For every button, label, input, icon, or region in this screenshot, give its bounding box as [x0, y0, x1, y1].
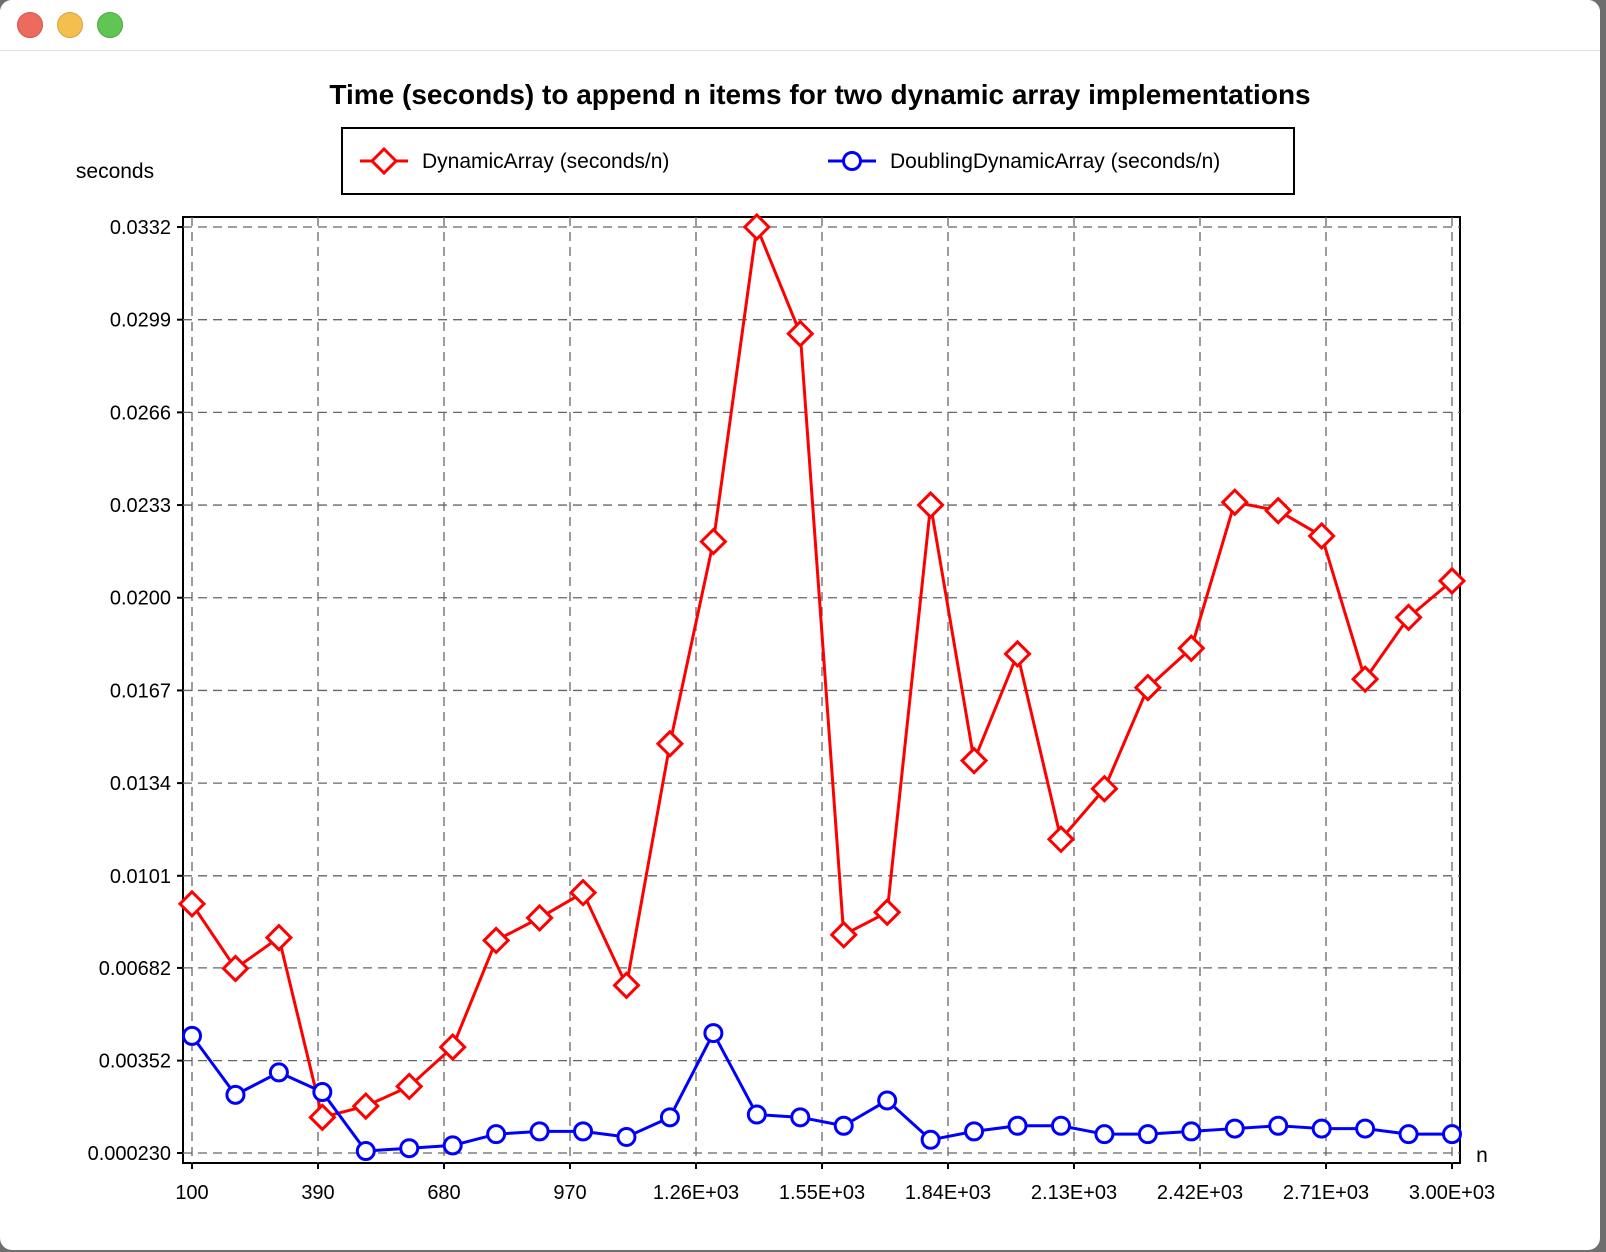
data-point-doubling-dynamic-array — [486, 1124, 507, 1145]
data-point-dynamic-array — [177, 889, 207, 918]
data-point-doubling-dynamic-array — [1442, 1124, 1462, 1145]
data-point-dynamic-array — [1220, 488, 1249, 517]
data-point-doubling-dynamic-array — [573, 1121, 594, 1142]
data-point-doubling-dynamic-array — [1398, 1124, 1419, 1145]
data-point-doubling-dynamic-array — [1268, 1115, 1289, 1136]
data-point-doubling-dynamic-array — [355, 1141, 376, 1162]
legend: DynamicArray (seconds/n) DoublingDynamicA… — [341, 127, 1295, 195]
data-point-dynamic-array — [829, 920, 858, 949]
x-tick-label: 2.13E+03 — [1031, 1182, 1117, 1204]
data-point-doubling-dynamic-array — [1181, 1121, 1202, 1142]
y-tick-label: 0.0266 — [110, 402, 171, 424]
data-point-dynamic-array — [525, 903, 554, 933]
data-point-doubling-dynamic-array — [1094, 1124, 1115, 1145]
data-point-dynamic-array — [264, 923, 294, 952]
data-point-dynamic-array — [786, 319, 815, 348]
data-point-doubling-dynamic-array — [616, 1126, 637, 1147]
x-tick-label: 1.84E+03 — [905, 1182, 991, 1204]
data-point-dynamic-array — [568, 878, 598, 907]
data-point-doubling-dynamic-array — [1007, 1115, 1028, 1136]
y-tick-label: 0.000230 — [88, 1143, 171, 1165]
legend-label-doubling-dynamic-array: DoublingDynamicArray (seconds/n) — [890, 150, 1220, 173]
data-point-dynamic-array — [612, 971, 641, 1000]
data-point-dynamic-array — [742, 212, 771, 242]
x-tick-label: 3.00E+03 — [1409, 1182, 1495, 1204]
legend-marker-dynamic-array — [369, 146, 399, 176]
data-point-doubling-dynamic-array — [182, 1025, 202, 1046]
y-tick-label: 0.00682 — [99, 958, 171, 980]
data-point-doubling-dynamic-array — [877, 1090, 898, 1111]
minimize-window-button[interactable] — [57, 12, 83, 38]
y-tick-label: 0.0332 — [110, 217, 171, 239]
x-tick-label: 1.55E+03 — [779, 1182, 865, 1204]
y-tick-label: 0.0233 — [110, 495, 171, 517]
x-tick-label: 2.71E+03 — [1283, 1182, 1369, 1204]
y-tick-label: 0.0200 — [110, 588, 171, 610]
data-point-doubling-dynamic-array — [920, 1129, 941, 1150]
data-point-doubling-dynamic-array — [964, 1121, 985, 1142]
data-point-doubling-dynamic-array — [399, 1138, 420, 1159]
data-point-dynamic-array — [1437, 566, 1467, 596]
data-point-doubling-dynamic-array — [1137, 1124, 1158, 1145]
x-tick-label: 390 — [301, 1182, 334, 1204]
data-point-dynamic-array — [699, 527, 728, 556]
y-axis-label: seconds — [76, 160, 154, 183]
x-tick-label: 2.42E+03 — [1157, 1182, 1243, 1204]
data-point-dynamic-array — [1133, 673, 1162, 702]
data-point-doubling-dynamic-array — [1355, 1118, 1376, 1139]
data-point-dynamic-array — [1350, 665, 1380, 694]
y-tick-label: 0.0101 — [110, 866, 171, 888]
x-tick-label: 970 — [553, 1182, 586, 1204]
data-point-dynamic-array — [959, 746, 989, 775]
data-point-doubling-dynamic-array — [833, 1115, 854, 1136]
data-point-dynamic-array — [351, 1091, 380, 1121]
data-point-dynamic-array — [1394, 603, 1423, 632]
data-point-dynamic-array — [1090, 774, 1119, 803]
y-tick-label: 0.0134 — [110, 773, 171, 795]
y-tick-label: 0.0299 — [110, 310, 171, 332]
x-axis-label: n — [1476, 1144, 1488, 1167]
data-point-dynamic-array — [1046, 825, 1076, 854]
data-point-doubling-dynamic-array — [1050, 1115, 1071, 1136]
data-point-doubling-dynamic-array — [1311, 1118, 1332, 1139]
data-point-dynamic-array — [1003, 639, 1032, 669]
x-tick-label: 680 — [427, 1182, 460, 1204]
data-point-doubling-dynamic-array — [703, 1023, 724, 1044]
y-tick-label: 0.00352 — [99, 1051, 171, 1073]
data-point-dynamic-array — [655, 729, 685, 758]
data-point-dynamic-array — [873, 898, 902, 927]
x-tick-label: 100 — [175, 1182, 208, 1204]
x-tick-label: 1.26E+03 — [653, 1182, 739, 1204]
legend-box — [341, 127, 1295, 195]
data-point-doubling-dynamic-array — [790, 1107, 811, 1128]
line-chart: Time (seconds) to append n items for two… — [76, 79, 1495, 1204]
data-point-doubling-dynamic-array — [225, 1084, 246, 1105]
data-point-dynamic-array — [395, 1072, 424, 1101]
data-point-doubling-dynamic-array — [442, 1135, 463, 1156]
data-point-doubling-dynamic-array — [1224, 1118, 1245, 1139]
data-point-dynamic-array — [482, 926, 511, 955]
legend-marker-doubling-dynamic-array — [842, 151, 862, 171]
data-point-dynamic-array — [308, 1103, 337, 1132]
title-bar — [0, 0, 1600, 51]
data-point-doubling-dynamic-array — [268, 1062, 289, 1083]
data-point-dynamic-array — [1264, 496, 1293, 525]
y-tick-label: 0.0167 — [110, 680, 171, 702]
zoom-window-button[interactable] — [97, 12, 123, 38]
data-point-doubling-dynamic-array — [659, 1107, 680, 1128]
data-point-dynamic-array — [1177, 634, 1206, 663]
legend-label-dynamic-array: DynamicArray (seconds/n) — [422, 150, 669, 173]
data-point-doubling-dynamic-array — [746, 1104, 767, 1125]
data-point-dynamic-array — [438, 1032, 467, 1062]
data-point-dynamic-array — [916, 490, 945, 520]
data-point-doubling-dynamic-array — [529, 1121, 550, 1142]
chart-title: Time (seconds) to append n items for two… — [329, 79, 1310, 110]
data-point-doubling-dynamic-array — [312, 1082, 333, 1103]
data-point-dynamic-array — [1307, 521, 1336, 551]
close-window-button[interactable] — [17, 12, 43, 38]
data-point-dynamic-array — [221, 954, 250, 983]
